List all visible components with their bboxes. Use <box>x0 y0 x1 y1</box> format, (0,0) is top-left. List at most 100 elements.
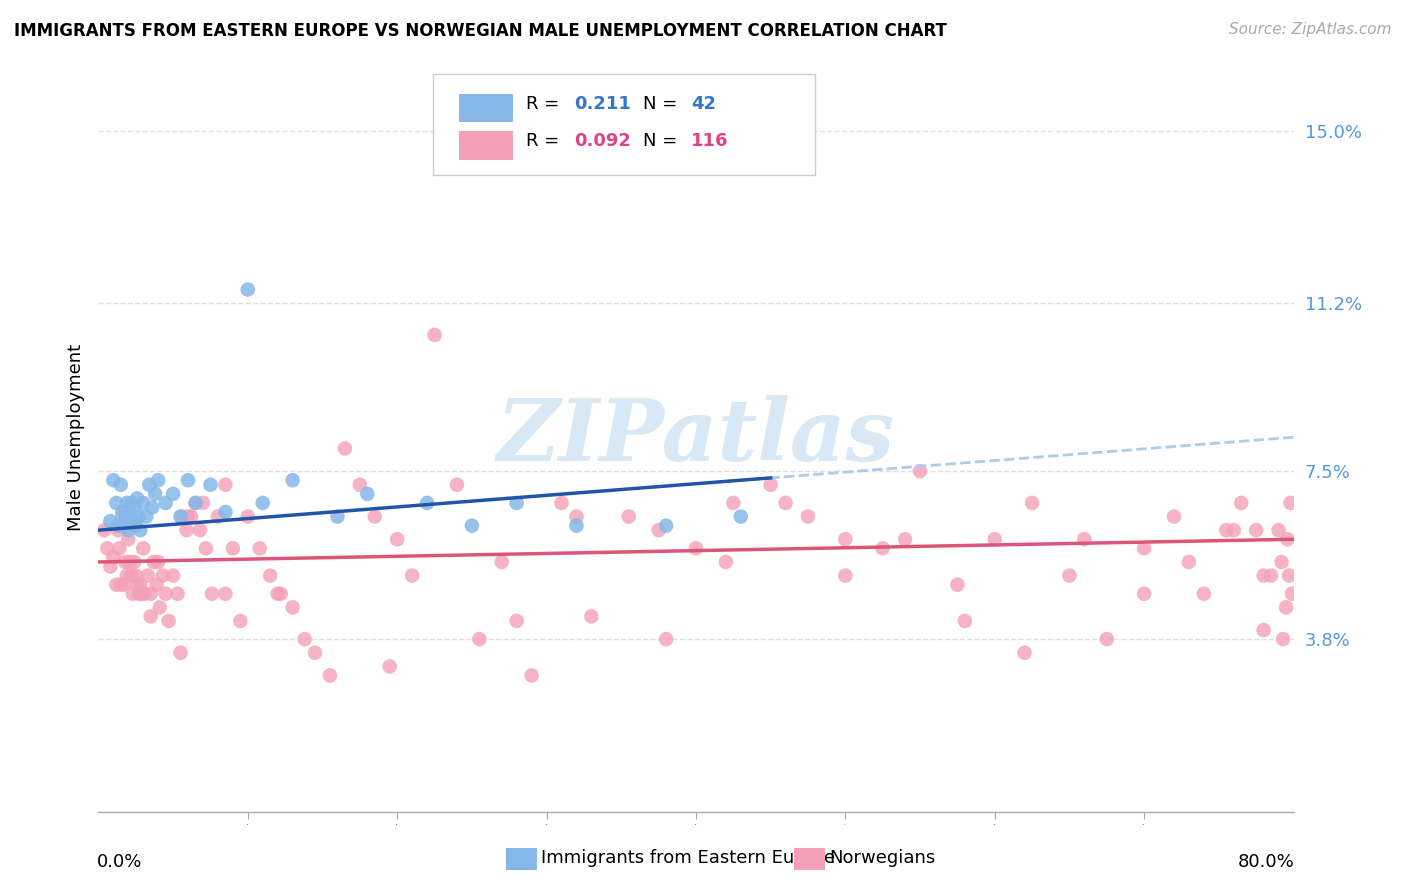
Point <box>129 577 152 591</box>
Point <box>222 541 245 556</box>
Point <box>125 518 148 533</box>
Point <box>118 505 141 519</box>
Point <box>148 555 170 569</box>
Point <box>1278 568 1301 582</box>
Point <box>115 496 138 510</box>
Point <box>468 632 491 647</box>
Point <box>117 533 139 547</box>
Text: 116: 116 <box>692 132 728 150</box>
Point <box>249 541 271 556</box>
Point <box>169 646 191 660</box>
Point <box>149 600 172 615</box>
Y-axis label: Male Unemployment: Male Unemployment <box>66 343 84 531</box>
Point <box>294 632 316 647</box>
Point <box>797 509 820 524</box>
Text: 80.0%: 80.0% <box>1237 853 1295 871</box>
Point <box>118 555 141 569</box>
Point <box>201 587 224 601</box>
Point <box>124 500 146 515</box>
Point <box>129 523 152 537</box>
Point <box>1253 568 1275 582</box>
Point <box>894 533 917 547</box>
Point <box>157 614 180 628</box>
Point <box>214 587 236 601</box>
Point <box>461 518 484 533</box>
Point <box>214 477 236 491</box>
Point <box>132 496 155 510</box>
Point <box>139 609 162 624</box>
Point <box>1133 541 1156 556</box>
Point <box>1271 555 1294 569</box>
Point <box>1230 496 1253 510</box>
Point <box>180 509 202 524</box>
Point <box>124 555 146 569</box>
Point <box>184 496 207 510</box>
Point <box>155 587 177 601</box>
Point <box>655 518 678 533</box>
Point <box>98 514 122 528</box>
Point <box>378 659 401 673</box>
Point <box>176 523 198 537</box>
Point <box>655 632 678 647</box>
Point <box>145 577 167 591</box>
Point <box>446 477 468 491</box>
Point <box>128 509 150 524</box>
Point <box>304 646 326 660</box>
Point <box>105 496 128 510</box>
Point <box>1253 623 1275 637</box>
Point <box>1095 632 1118 647</box>
Point <box>565 509 588 524</box>
Text: R =: R = <box>526 95 565 112</box>
Point <box>401 568 423 582</box>
Point <box>1215 523 1237 537</box>
Point <box>127 491 149 506</box>
Point <box>506 614 529 628</box>
Point <box>1272 632 1295 647</box>
Point <box>259 568 281 582</box>
Point <box>281 473 304 487</box>
Point <box>107 518 129 533</box>
Point <box>108 541 131 556</box>
Point <box>177 509 200 524</box>
Point <box>506 496 529 510</box>
Point <box>112 577 135 591</box>
Point <box>267 587 290 601</box>
Point <box>107 523 129 537</box>
Point <box>872 541 894 556</box>
Point <box>1260 568 1282 582</box>
Point <box>491 555 513 569</box>
Point <box>139 587 162 601</box>
Point <box>117 523 139 537</box>
Point <box>155 496 177 510</box>
Point <box>142 555 165 569</box>
Point <box>110 477 132 491</box>
Point <box>349 477 371 491</box>
Point <box>908 464 931 478</box>
Point <box>984 533 1007 547</box>
Point <box>162 487 184 501</box>
Point <box>169 509 191 524</box>
Point <box>423 327 446 342</box>
Point <box>120 496 142 510</box>
Point <box>1275 600 1298 615</box>
Point <box>152 568 174 582</box>
Point <box>356 487 378 501</box>
Point <box>148 473 170 487</box>
Point <box>214 505 236 519</box>
Point <box>685 541 707 556</box>
Point <box>281 600 304 615</box>
Point <box>132 541 155 556</box>
Point <box>98 559 122 574</box>
Point <box>364 509 387 524</box>
Point <box>112 518 135 533</box>
Point <box>166 587 188 601</box>
FancyBboxPatch shape <box>460 94 513 122</box>
Point <box>252 496 274 510</box>
Point <box>1279 496 1302 510</box>
Point <box>114 509 136 524</box>
Point <box>1223 523 1246 537</box>
Point <box>834 533 856 547</box>
Point <box>195 541 218 556</box>
Point <box>1059 568 1081 582</box>
Point <box>1192 587 1215 601</box>
